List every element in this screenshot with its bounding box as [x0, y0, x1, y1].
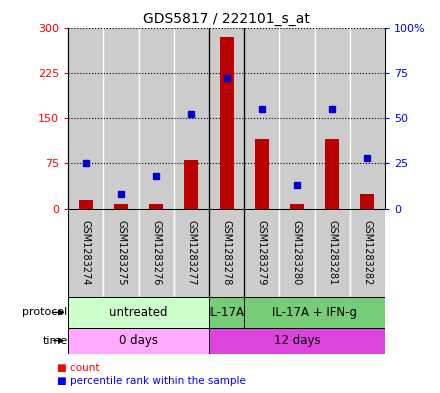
Text: GSM1283276: GSM1283276: [151, 220, 161, 286]
Bar: [350, 28, 385, 209]
Text: time: time: [42, 336, 67, 345]
Text: GSM1283281: GSM1283281: [327, 220, 337, 286]
Bar: [350, 209, 385, 298]
Bar: [149, 204, 163, 209]
Bar: [79, 200, 93, 209]
Text: ■ count: ■ count: [57, 364, 100, 373]
Bar: [315, 28, 350, 209]
Bar: [325, 139, 339, 209]
Bar: [290, 204, 304, 209]
Bar: [68, 298, 209, 327]
Bar: [244, 28, 279, 209]
Bar: [315, 209, 350, 298]
Bar: [279, 28, 315, 209]
Bar: [209, 298, 244, 327]
Text: GSM1283282: GSM1283282: [363, 220, 372, 286]
Bar: [244, 298, 385, 327]
Text: protocol: protocol: [22, 307, 67, 318]
Bar: [139, 28, 174, 209]
Text: GSM1283278: GSM1283278: [222, 220, 231, 286]
Bar: [174, 209, 209, 298]
Bar: [209, 28, 244, 209]
Bar: [68, 209, 103, 298]
Text: IL-17A + IFN-g: IL-17A + IFN-g: [272, 306, 357, 319]
Bar: [114, 204, 128, 209]
Title: GDS5817 / 222101_s_at: GDS5817 / 222101_s_at: [143, 13, 310, 26]
Bar: [68, 28, 103, 209]
Bar: [103, 28, 139, 209]
Bar: [184, 160, 198, 209]
Bar: [209, 327, 385, 354]
Bar: [279, 209, 315, 298]
Text: GSM1283275: GSM1283275: [116, 220, 126, 286]
Text: untreated: untreated: [110, 306, 168, 319]
Text: GSM1283274: GSM1283274: [81, 220, 91, 286]
Bar: [68, 327, 209, 354]
Text: ■ percentile rank within the sample: ■ percentile rank within the sample: [57, 376, 246, 386]
Bar: [255, 139, 269, 209]
Bar: [360, 194, 374, 209]
Bar: [244, 209, 279, 298]
Bar: [174, 28, 209, 209]
Bar: [209, 209, 244, 298]
Text: GSM1283277: GSM1283277: [187, 220, 196, 286]
Text: 12 days: 12 days: [274, 334, 320, 347]
Bar: [139, 209, 174, 298]
Text: 0 days: 0 days: [119, 334, 158, 347]
Bar: [220, 37, 234, 209]
Text: GSM1283280: GSM1283280: [292, 220, 302, 286]
Text: GSM1283279: GSM1283279: [257, 220, 267, 286]
Bar: [103, 209, 139, 298]
Text: IL-17A: IL-17A: [208, 306, 245, 319]
